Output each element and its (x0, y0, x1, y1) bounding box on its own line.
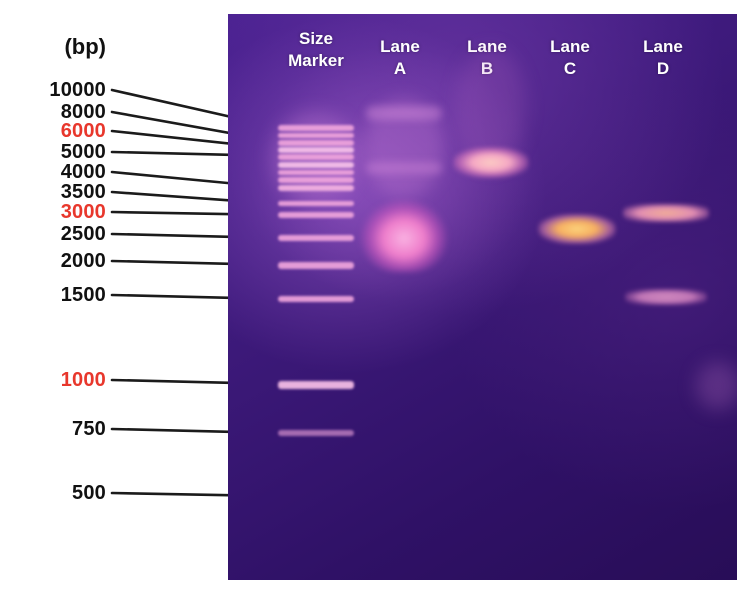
lane-title-d: Lane D (643, 37, 683, 78)
marker-label-3000: 3000 (60, 201, 106, 223)
lane-a-faint-band (366, 106, 442, 120)
ladder-band (278, 147, 354, 153)
lane-title-size-marker: Size Marker (288, 29, 344, 70)
marker-label-2000: 2000 (60, 250, 106, 272)
ladder-band (278, 154, 354, 160)
marker-label-10000: 10000 (49, 79, 106, 101)
lane-c-band (538, 214, 616, 244)
lane-a-upper-smear (364, 98, 444, 198)
ladder-band (278, 296, 354, 302)
lane-title-a: Lane A (380, 37, 420, 78)
ladder-band (278, 133, 354, 138)
ladder-band (278, 430, 354, 436)
ladder-band (278, 125, 354, 131)
marker-label-750: 750 (72, 418, 106, 440)
marker-label-1000: 1000 (60, 369, 106, 391)
ladder-band (278, 381, 354, 389)
lane-a-faint-band (366, 162, 442, 174)
lane-d-band-lower (625, 289, 707, 305)
lane-title-c: Lane C (550, 37, 590, 78)
ladder-band (278, 162, 354, 168)
lane-title-b: Lane B (467, 37, 507, 78)
ladder-band (278, 201, 354, 206)
ladder-band (278, 177, 354, 183)
ladder-band (278, 170, 354, 175)
lane-d-band-upper (623, 204, 709, 222)
lane-d-edge-glow (696, 362, 737, 410)
lane-b-band (453, 147, 529, 178)
marker-label-5000: 5000 (60, 141, 106, 163)
marker-label-500: 500 (72, 482, 106, 504)
ladder-band (278, 140, 354, 146)
marker-label-3500: 3500 (60, 181, 106, 203)
lane-a-main-band (359, 192, 449, 272)
gel-image: Size Marker Lane A Lane B Lane C Lane D (228, 14, 737, 580)
ladder-band (278, 185, 354, 191)
marker-label-8000: 8000 (60, 101, 106, 123)
ladder-band (278, 212, 354, 218)
marker-label-4000: 4000 (60, 161, 106, 183)
marker-label-6000: 6000 (60, 120, 106, 142)
ladder-band (278, 262, 354, 269)
marker-label-1500: 1500 (60, 284, 106, 306)
bp-unit-label: (bp) (64, 34, 106, 59)
ladder-band (278, 235, 354, 241)
marker-label-2500: 2500 (60, 223, 106, 245)
